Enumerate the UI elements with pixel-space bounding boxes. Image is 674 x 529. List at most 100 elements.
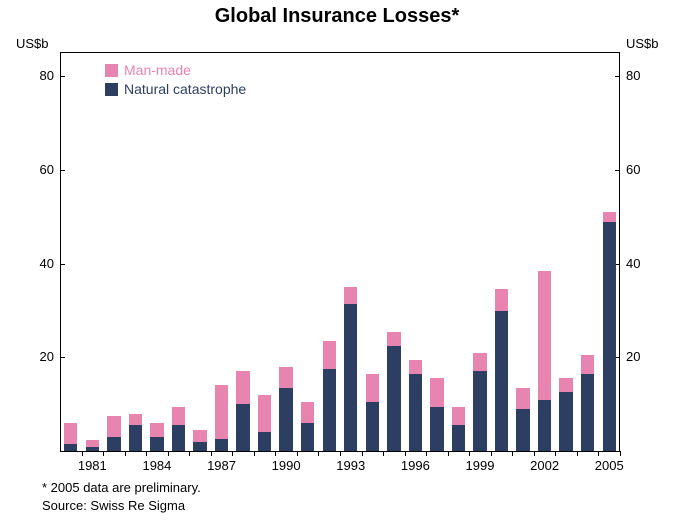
bar-segment: [430, 407, 443, 451]
bar-segment: [150, 423, 163, 437]
x-tick-mark: [318, 451, 319, 456]
x-tick-label: 1996: [401, 458, 430, 473]
x-tick-mark: [146, 451, 147, 456]
x-tick-mark: [598, 451, 599, 456]
y-tick-mark: [60, 451, 65, 452]
bar-segment: [86, 447, 99, 451]
x-tick-mark: [103, 451, 104, 456]
bar-segment: [129, 414, 142, 426]
y-axis-label-left: US$b: [16, 36, 49, 51]
y-tick-label: 60: [626, 163, 640, 176]
bar-segment: [409, 360, 422, 374]
chart-title: Global Insurance Losses*: [0, 5, 674, 28]
x-tick-label: 1987: [207, 458, 236, 473]
bar-segment: [193, 430, 206, 442]
bar-segment: [215, 439, 228, 451]
bar-segment: [64, 444, 77, 451]
bar-segment: [215, 385, 228, 439]
bar-segment: [409, 374, 422, 451]
bar-segment: [107, 416, 120, 437]
bar-segment: [559, 378, 572, 392]
y-tick-label: 40: [40, 257, 54, 270]
x-tick-mark: [275, 451, 276, 456]
bar-segment: [172, 425, 185, 451]
y-tick-mark: [60, 357, 65, 358]
x-tick-label: 2005: [595, 458, 624, 473]
bar-segment: [516, 388, 529, 409]
x-tick-mark: [189, 451, 190, 456]
y-tick-label: 40: [626, 257, 640, 270]
footnote: * 2005 data are preliminary.: [42, 480, 201, 495]
bar-segment: [344, 287, 357, 303]
bar-segment: [516, 409, 529, 451]
x-tick-mark: [491, 451, 492, 456]
x-tick-mark: [555, 451, 556, 456]
bar-segment: [366, 402, 379, 451]
x-tick-mark: [383, 451, 384, 456]
bar-segment: [279, 367, 292, 388]
plot-right-border: [619, 53, 620, 451]
bar-segment: [387, 332, 400, 346]
plot-area: 2020404060608080198119841987199019931996…: [60, 52, 620, 452]
bar-segment: [366, 374, 379, 402]
bar-segment: [452, 425, 465, 451]
x-tick-label: 1984: [142, 458, 171, 473]
x-tick-label: 1999: [466, 458, 495, 473]
x-tick-label: 2002: [530, 458, 559, 473]
plot-left-border: [60, 53, 61, 451]
y-tick-mark: [60, 170, 65, 171]
bar-segment: [301, 423, 314, 451]
x-tick-mark: [340, 451, 341, 456]
bar-segment: [495, 311, 508, 451]
bar-segment: [236, 404, 249, 451]
bar-segment: [344, 304, 357, 451]
y-tick-mark: [615, 170, 620, 171]
y-tick-mark: [615, 76, 620, 77]
bar-segment: [581, 374, 594, 451]
y-tick-label: 80: [40, 69, 54, 82]
y-axis-label-right: US$b: [626, 36, 659, 51]
x-tick-mark: [362, 451, 363, 456]
bar-segment: [86, 440, 99, 447]
bar-segment: [258, 432, 271, 451]
x-tick-mark: [168, 451, 169, 456]
bar-segment: [279, 388, 292, 451]
y-tick-label: 80: [626, 69, 640, 82]
bar-segment: [452, 407, 465, 426]
x-tick-mark: [82, 451, 83, 456]
bar-segment: [495, 289, 508, 310]
x-tick-mark: [232, 451, 233, 456]
bar-segment: [387, 346, 400, 451]
x-tick-label: 1990: [272, 458, 301, 473]
source-line: Source: Swiss Re Sigma: [42, 498, 185, 513]
y-tick-label: 20: [40, 350, 54, 363]
bar-segment: [64, 423, 77, 444]
x-tick-mark: [405, 451, 406, 456]
x-tick-mark: [469, 451, 470, 456]
chart-container: Global Insurance Losses* US$b US$b Man-m…: [0, 0, 674, 529]
bar-segment: [129, 425, 142, 451]
bar-segment: [473, 353, 486, 372]
x-tick-label: 1993: [336, 458, 365, 473]
bar-segment: [430, 378, 443, 406]
bar-segment: [603, 222, 616, 451]
x-tick-label: 1981: [78, 458, 107, 473]
x-tick-mark: [254, 451, 255, 456]
x-tick-mark: [297, 451, 298, 456]
x-tick-mark: [125, 451, 126, 456]
bar-segment: [236, 371, 249, 404]
x-tick-mark: [512, 451, 513, 456]
y-tick-mark: [60, 76, 65, 77]
y-tick-label: 20: [626, 350, 640, 363]
bar-segment: [172, 407, 185, 426]
bar-segment: [323, 369, 336, 451]
x-tick-mark: [448, 451, 449, 456]
bar-segment: [581, 355, 594, 374]
x-tick-mark: [534, 451, 535, 456]
bar-segment: [258, 395, 271, 432]
bar-segment: [150, 437, 163, 451]
bar-segment: [107, 437, 120, 451]
x-tick-mark: [211, 451, 212, 456]
bar-segment: [559, 392, 572, 451]
bar-segment: [538, 271, 551, 400]
